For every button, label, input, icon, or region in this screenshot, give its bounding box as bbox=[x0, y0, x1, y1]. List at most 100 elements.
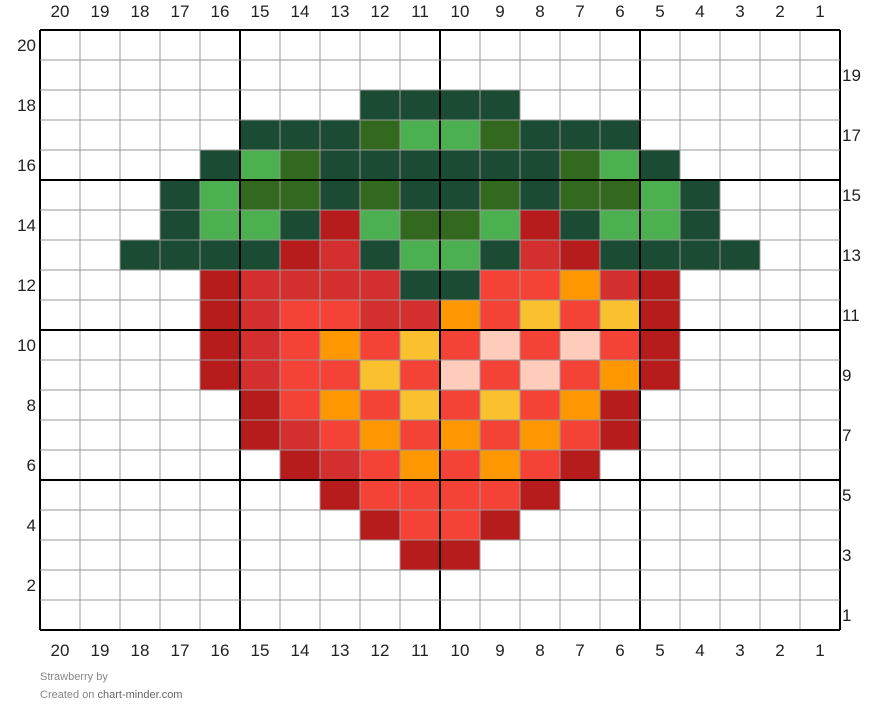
stitch-cell bbox=[159, 239, 201, 271]
empty-cell bbox=[80, 450, 120, 480]
stitch-cell bbox=[439, 119, 481, 151]
stitch-cell bbox=[439, 479, 481, 511]
empty-cell bbox=[120, 540, 160, 570]
empty-cell bbox=[280, 600, 320, 630]
stitch-cell bbox=[519, 359, 561, 391]
stitch-cell bbox=[559, 119, 601, 151]
empty-cell bbox=[440, 60, 480, 90]
stitch-cell bbox=[199, 299, 241, 331]
empty-cell bbox=[760, 240, 800, 270]
site-link[interactable]: chart-minder.com bbox=[97, 689, 183, 701]
empty-cell bbox=[160, 330, 200, 360]
column-label-top: 17 bbox=[171, 2, 190, 21]
stitch-cell bbox=[519, 389, 561, 421]
column-label-bottom: 12 bbox=[371, 641, 390, 660]
empty-cell bbox=[480, 540, 520, 570]
stitch-cell bbox=[399, 149, 441, 181]
column-label-bottom: 17 bbox=[171, 641, 190, 660]
empty-cell bbox=[720, 480, 760, 510]
empty-cell bbox=[160, 420, 200, 450]
stitch-cell bbox=[279, 299, 321, 331]
stitch-cell bbox=[279, 149, 321, 181]
empty-cell bbox=[40, 270, 80, 300]
stitch-cell bbox=[359, 89, 401, 121]
empty-cell bbox=[80, 360, 120, 390]
column-label-top: 15 bbox=[251, 2, 270, 21]
empty-cell bbox=[80, 120, 120, 150]
empty-cell bbox=[360, 60, 400, 90]
stitch-cell bbox=[479, 89, 521, 121]
stitch-cell bbox=[639, 149, 681, 181]
empty-cell bbox=[80, 330, 120, 360]
stitch-cell bbox=[279, 179, 321, 211]
stitch-cell bbox=[319, 449, 361, 481]
stitch-cell bbox=[519, 179, 561, 211]
column-label-bottom: 1 bbox=[815, 641, 824, 660]
empty-cell bbox=[440, 30, 480, 60]
empty-cell bbox=[40, 390, 80, 420]
empty-cell bbox=[160, 450, 200, 480]
empty-cell bbox=[80, 30, 120, 60]
empty-cell bbox=[160, 270, 200, 300]
empty-cell bbox=[40, 450, 80, 480]
empty-cell bbox=[40, 240, 80, 270]
stitch-cell bbox=[439, 149, 481, 181]
stitch-cell bbox=[599, 179, 641, 211]
empty-cell bbox=[80, 60, 120, 90]
empty-cell bbox=[80, 540, 120, 570]
column-label-bottom: 16 bbox=[211, 641, 230, 660]
empty-cell bbox=[160, 480, 200, 510]
stitch-cell bbox=[479, 239, 521, 271]
empty-cell bbox=[160, 90, 200, 120]
row-label-left: 16 bbox=[17, 156, 36, 175]
stitch-cell bbox=[119, 239, 161, 271]
stitch-cell bbox=[359, 179, 401, 211]
empty-cell bbox=[720, 420, 760, 450]
row-label-right: 17 bbox=[842, 126, 861, 145]
stitch-cell bbox=[319, 179, 361, 211]
stitch-cell bbox=[279, 269, 321, 301]
created-on-label: Created on bbox=[40, 689, 95, 701]
empty-cell bbox=[120, 330, 160, 360]
stitch-cell bbox=[479, 269, 521, 301]
empty-cell bbox=[600, 450, 640, 480]
empty-cell bbox=[280, 90, 320, 120]
empty-cell bbox=[760, 390, 800, 420]
stitch-cell bbox=[719, 239, 761, 271]
empty-cell bbox=[800, 450, 840, 480]
empty-cell bbox=[280, 60, 320, 90]
row-label-right: 5 bbox=[842, 486, 851, 505]
empty-cell bbox=[120, 150, 160, 180]
stitch-cell bbox=[559, 149, 601, 181]
empty-cell bbox=[360, 600, 400, 630]
empty-cell bbox=[200, 510, 240, 540]
empty-cell bbox=[760, 210, 800, 240]
empty-cell bbox=[800, 120, 840, 150]
stitch-cell bbox=[199, 209, 241, 241]
empty-cell bbox=[640, 450, 680, 480]
empty-cell bbox=[760, 540, 800, 570]
empty-cell bbox=[240, 450, 280, 480]
stitch-cell bbox=[599, 149, 641, 181]
empty-cell bbox=[360, 30, 400, 60]
stitch-cell bbox=[519, 419, 561, 451]
stitch-cell bbox=[639, 239, 681, 271]
empty-cell bbox=[720, 30, 760, 60]
stitch-cell bbox=[359, 119, 401, 151]
empty-cell bbox=[520, 540, 560, 570]
empty-cell bbox=[600, 60, 640, 90]
empty-cell bbox=[240, 540, 280, 570]
empty-cell bbox=[520, 30, 560, 60]
empty-cell bbox=[120, 510, 160, 540]
stitch-cell bbox=[319, 479, 361, 511]
stitch-cell bbox=[279, 329, 321, 361]
stitch-cell bbox=[479, 179, 521, 211]
empty-cell bbox=[760, 120, 800, 150]
stitch-cell bbox=[479, 209, 521, 241]
empty-cell bbox=[680, 360, 720, 390]
empty-cell bbox=[320, 90, 360, 120]
stitch-cell bbox=[319, 359, 361, 391]
empty-cell bbox=[240, 600, 280, 630]
empty-cell bbox=[520, 60, 560, 90]
stitch-cell bbox=[479, 389, 521, 421]
